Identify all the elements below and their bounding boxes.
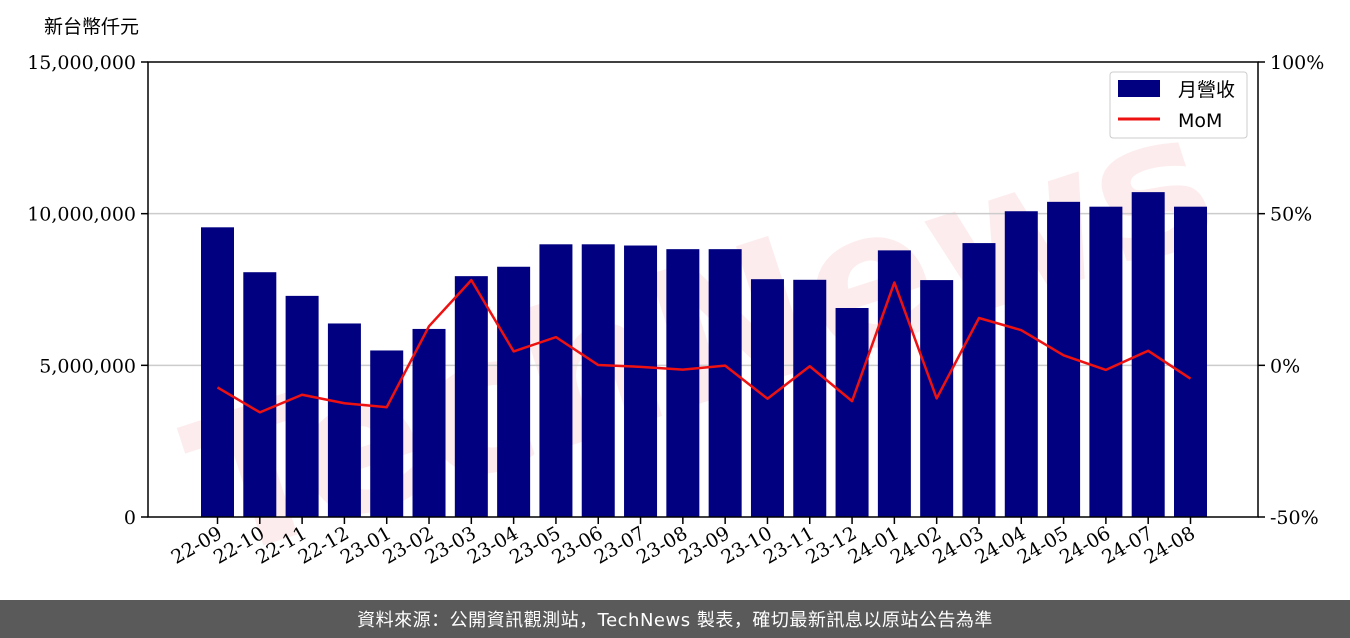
right-tick-label: 0%	[1270, 355, 1300, 377]
left-tick-label: 10,000,000	[27, 204, 136, 226]
revenue-bar	[1174, 206, 1207, 517]
revenue-bar	[1131, 192, 1165, 517]
source-footer: 資料來源：公開資訊觀測站，TechNews 製表，確切最新訊息以原站公告為準	[0, 600, 1350, 638]
revenue-bar	[666, 249, 700, 517]
revenue-bar	[962, 243, 996, 517]
revenue-bar	[877, 250, 911, 517]
right-tick-label: -50%	[1270, 507, 1319, 529]
revenue-bar	[201, 227, 234, 518]
bars	[201, 192, 1207, 518]
legend-label-revenue: 月營收	[1178, 79, 1235, 101]
revenue-bar	[539, 244, 573, 517]
mom-line	[216, 278, 1192, 414]
revenue-bar	[327, 323, 361, 517]
left-axis-unit-label: 新台幣仟元	[44, 16, 139, 38]
revenue-bar	[370, 350, 404, 517]
mom-line-layer	[216, 278, 1192, 414]
left-tick-label: 15,000,000	[27, 52, 136, 74]
revenue-bar	[835, 308, 869, 517]
left-tick-label: 5,000,000	[39, 355, 136, 377]
right-tick-label: 100%	[1270, 52, 1324, 74]
revenue-bar	[793, 279, 827, 517]
revenue-bar	[243, 272, 277, 517]
legend-label-mom: MoM	[1178, 110, 1222, 132]
footer-text: 資料來源：公開資訊觀測站，TechNews 製表，確切最新訊息以原站公告為準	[357, 610, 993, 631]
revenue-bar	[581, 244, 615, 517]
legend-bar-swatch	[1118, 80, 1160, 97]
revenue-bar	[497, 266, 531, 517]
left-tick-label: 0	[124, 507, 136, 529]
right-tick-label: 50%	[1270, 204, 1312, 226]
plot-frame	[147, 61, 1259, 518]
revenue-chart: TechNews 05,000,00010,000,00015,000,000-…	[27, 16, 1324, 600]
revenue-bar	[285, 295, 319, 517]
legend: 月營收 MoM	[1109, 71, 1248, 139]
revenue-bar	[454, 276, 488, 517]
revenue-bar	[708, 249, 742, 517]
revenue-bar	[624, 245, 658, 517]
revenue-bar	[1089, 206, 1123, 517]
revenue-bar	[1004, 211, 1038, 518]
revenue-bar	[412, 328, 446, 517]
